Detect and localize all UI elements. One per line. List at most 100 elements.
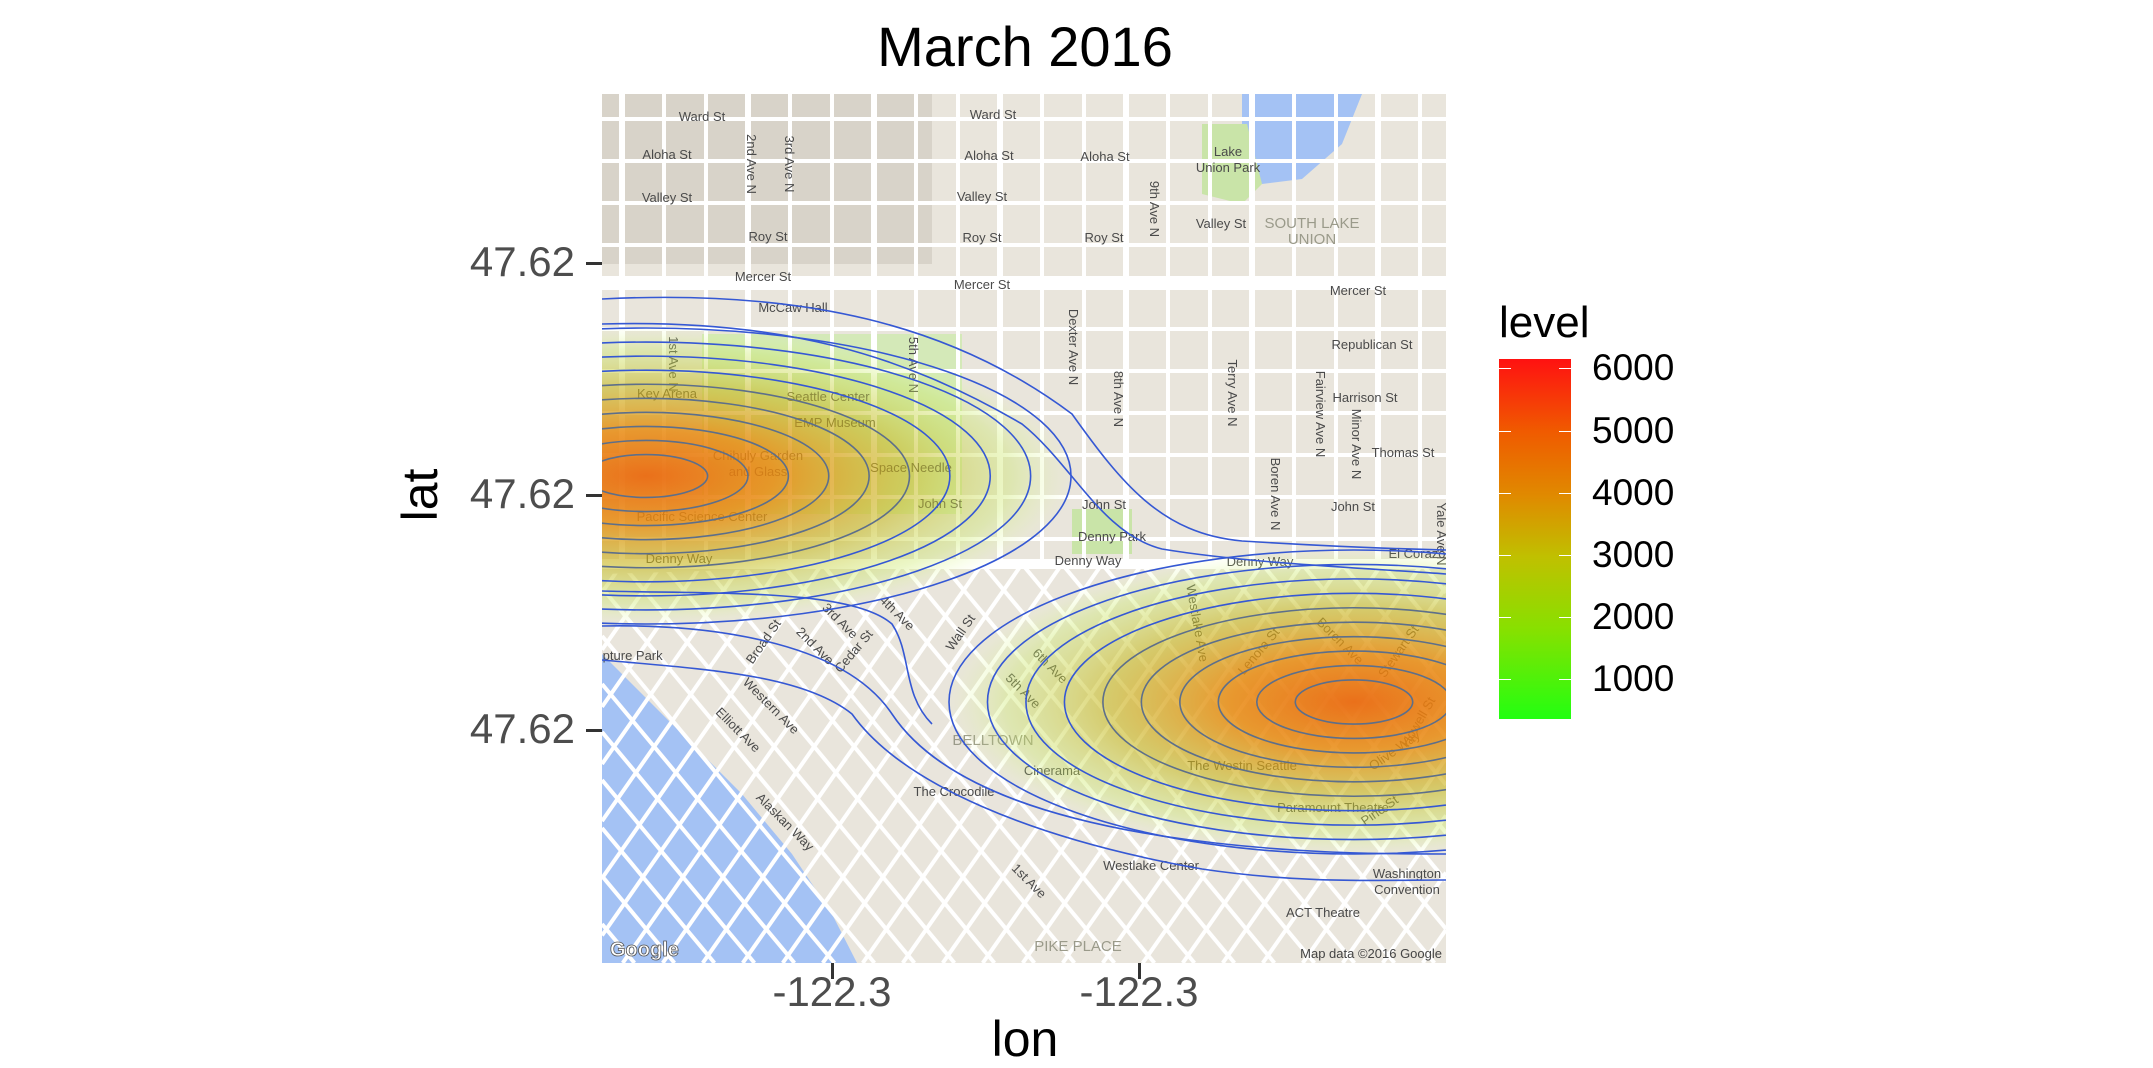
legend-tick	[1559, 430, 1571, 432]
map-label: Valley St	[1196, 216, 1247, 231]
density-hotspot-downtown	[944, 547, 1446, 857]
map-label: Minor Ave N	[1349, 409, 1364, 480]
x-tick-mark	[1138, 963, 1141, 979]
contour-line	[602, 590, 933, 725]
x-axis-label: lon	[991, 1011, 1059, 1067]
legend-tick	[1559, 617, 1571, 619]
google-logo: Google	[610, 939, 679, 961]
map-label: Thomas St	[1372, 445, 1435, 460]
y-tick-label: 47.62	[469, 470, 575, 517]
map-label: Fairview Ave N	[1313, 371, 1328, 457]
contour-line	[602, 369, 951, 583]
street	[602, 730, 797, 963]
x-tick-label: -122.3	[772, 968, 892, 1015]
map-label: ACT Theatre	[1286, 905, 1360, 920]
contour-line	[1063, 592, 1446, 812]
map-label: The Crocodile	[914, 784, 995, 799]
map-label: Aloha St	[1080, 149, 1130, 164]
map-label: Terry Ave N	[1225, 360, 1240, 427]
contour-line	[602, 411, 830, 541]
contour-line	[1179, 635, 1446, 769]
map-label: Republican St	[1332, 337, 1413, 352]
map-label: 9th Ave N	[1147, 181, 1162, 237]
street	[1421, 928, 1446, 963]
contour-line	[1294, 679, 1414, 725]
map-label: Convention	[1374, 882, 1440, 897]
legend-label: 6000	[1592, 347, 1675, 389]
map-label: Boren Ave N	[1268, 458, 1283, 531]
street	[602, 586, 917, 963]
contour-line	[1102, 606, 1446, 798]
contour-line	[1140, 621, 1446, 783]
map-plot-area: Ward St Ward St Aloha St Aloha St Aloha St Va…	[602, 94, 1446, 963]
legend-tick	[1499, 368, 1511, 370]
y-tick-mark	[586, 494, 602, 497]
contour-line	[1256, 664, 1446, 740]
legend-label: 1000	[1592, 658, 1675, 700]
legend-tick	[1559, 368, 1571, 370]
map-label: Mercer St	[954, 277, 1011, 292]
legend-title: level	[1499, 298, 1590, 347]
street	[701, 564, 984, 963]
street	[602, 564, 864, 937]
map-label: John St	[1082, 497, 1126, 512]
denny-way-road	[602, 559, 1446, 569]
contour-line	[602, 355, 991, 597]
legend-colorbar	[1499, 359, 1571, 719]
map-label: PIKE PLACE	[1034, 938, 1122, 955]
contour-line	[602, 439, 749, 513]
map-label: Roy St	[1084, 230, 1123, 245]
legend-tick	[1499, 430, 1511, 432]
map-label: Roy St	[748, 229, 787, 244]
map-label: Aloha St	[642, 147, 692, 162]
contour-line	[602, 322, 1446, 575]
legend-tick	[1499, 492, 1511, 494]
y-tick-mark	[586, 729, 602, 732]
map-label: 2nd Ave N	[744, 134, 759, 194]
street	[620, 564, 957, 963]
map-label: Roy St	[962, 230, 1001, 245]
map-label: Sculpture Park	[602, 648, 663, 663]
street	[740, 564, 1077, 963]
lake-union-park	[1202, 124, 1262, 204]
contour-line	[602, 425, 790, 527]
map-label: Westlake Center	[1103, 858, 1200, 873]
contour-line	[948, 549, 1446, 855]
map-label: 8th Ave N	[1111, 371, 1126, 427]
map-label: John St	[1331, 499, 1375, 514]
map-label: Ward St	[679, 109, 726, 124]
map-label: Lake	[1214, 144, 1242, 159]
street	[700, 564, 1037, 963]
legend-tick	[1499, 554, 1511, 556]
legend-tick	[1559, 554, 1571, 556]
contour-line	[602, 296, 1446, 551]
map-label: Denny Way	[1055, 553, 1122, 568]
map-label: UNION	[1288, 231, 1336, 248]
contour-line	[602, 625, 1446, 855]
contour-line	[986, 563, 1446, 841]
contour-line	[602, 383, 911, 569]
legend-label: 2000	[1592, 596, 1675, 638]
x-tick-mark	[831, 963, 834, 979]
map-label: Mercer St	[1330, 283, 1387, 298]
street	[660, 564, 997, 963]
street	[741, 564, 1024, 963]
contour-line	[602, 397, 870, 555]
map-label: Ward St	[970, 107, 1017, 122]
map-label: 3rd Ave N	[782, 136, 797, 193]
map-label: Union Park	[1196, 160, 1261, 175]
contour-line	[602, 341, 1032, 611]
map-attribution: Map data ©2016 Google	[1300, 946, 1442, 961]
y-tick-label: 47.62	[469, 238, 575, 285]
legend-label: 4000	[1592, 471, 1675, 513]
map-label: Dexter Ave N	[1066, 309, 1081, 385]
street	[602, 874, 677, 963]
chart-title: March 2016	[877, 15, 1173, 78]
map-label: Aloha St	[964, 148, 1014, 163]
contour-line	[602, 659, 1446, 882]
density-hotspot-seattle-center	[602, 326, 1076, 626]
map-label: Valley St	[642, 190, 693, 205]
street	[1381, 871, 1446, 963]
map-label: Valley St	[957, 189, 1008, 204]
street	[780, 564, 1117, 963]
